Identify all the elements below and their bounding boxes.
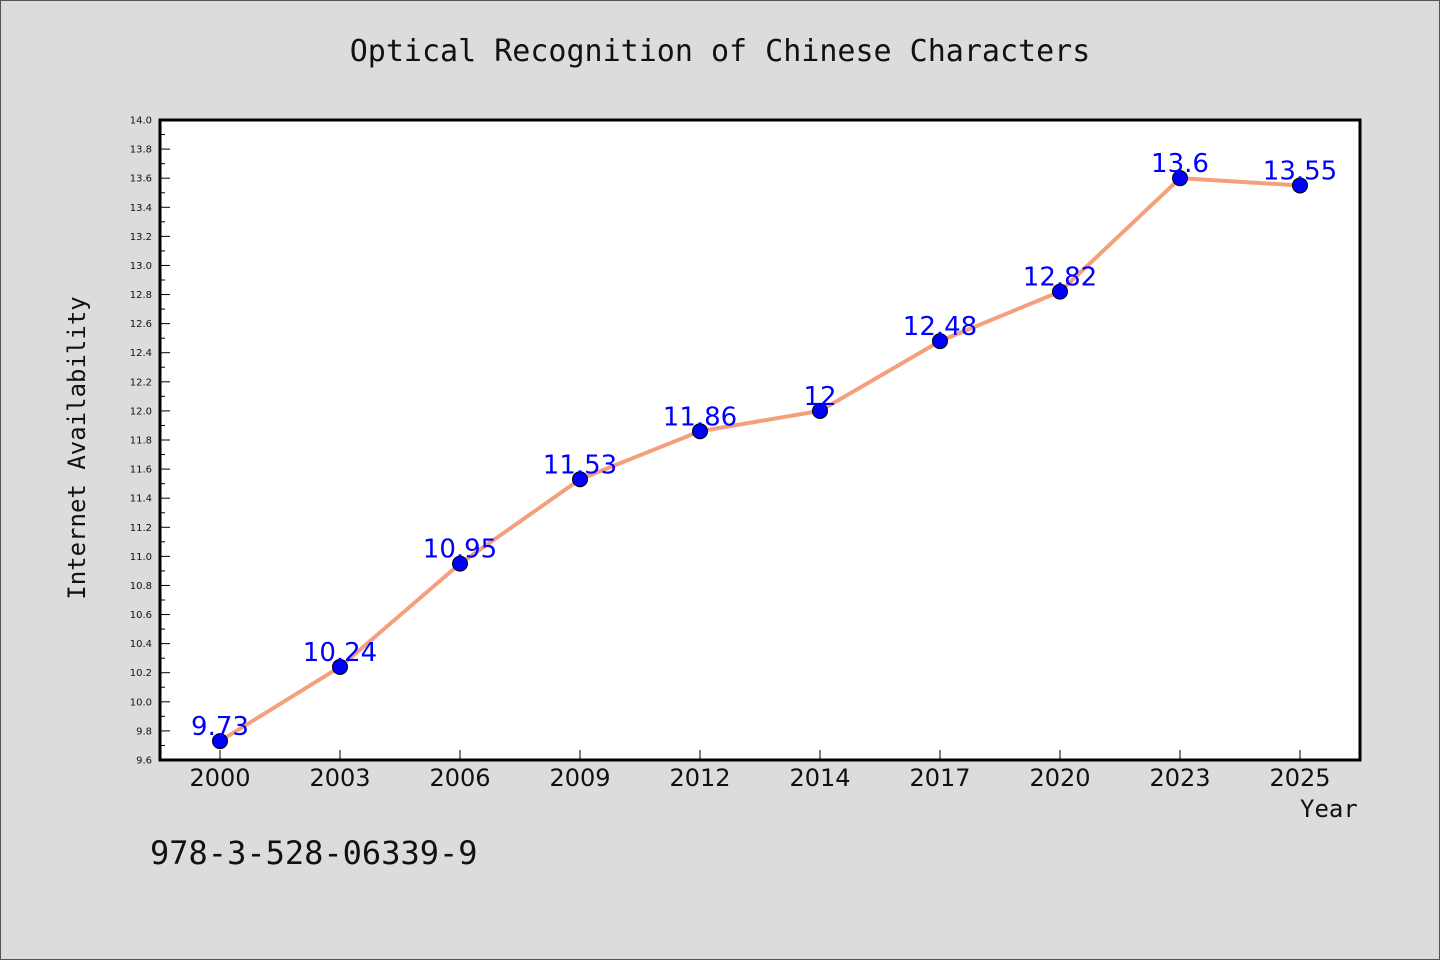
y-tick-label: 10.8 xyxy=(130,581,152,592)
y-tick-label: 12.8 xyxy=(130,290,152,301)
data-label: 13.6 xyxy=(1151,149,1209,179)
y-tick-label: 13.0 xyxy=(130,261,152,272)
data-label: 12.82 xyxy=(1023,263,1097,293)
y-tick-label: 9.6 xyxy=(136,756,152,767)
data-point xyxy=(1052,283,1068,300)
data-label: 11.86 xyxy=(663,402,737,432)
y-tick-label: 10.6 xyxy=(130,610,152,621)
data-point xyxy=(572,471,588,488)
x-axis: 2000 2003 2006 2009 2012 2014 2017 2020 2023 2025 xyxy=(189,750,1331,792)
chart-title: Optical Recognition of Chinese Character… xyxy=(349,34,1091,69)
x-tick-label: 2017 xyxy=(909,764,970,792)
data-label: 12.48 xyxy=(903,312,977,342)
y-tick-label: 10.0 xyxy=(130,697,152,708)
x-tick-label: 2006 xyxy=(429,764,490,792)
plot-border xyxy=(158,118,1362,762)
data-point xyxy=(932,333,948,350)
series-markers xyxy=(212,170,1308,750)
y-tick-label: 12.4 xyxy=(130,348,152,359)
data-point xyxy=(1292,177,1308,194)
y-tick-label: 13.2 xyxy=(130,232,152,243)
y-tick-label: 12.6 xyxy=(130,319,152,330)
y-tick-label: 11.6 xyxy=(130,465,152,476)
x-tick-label: 2012 xyxy=(669,764,730,792)
data-labels: 9.73 10.24 10.95 11.53 11.86 12 12.48 12.82 13.6… xyxy=(191,149,1337,742)
data-label: 12 xyxy=(803,382,836,412)
data-point xyxy=(332,658,348,675)
y-tick-label: 10.2 xyxy=(130,668,152,679)
x-tick-label: 2023 xyxy=(1149,764,1210,792)
data-label: 13.55 xyxy=(1263,156,1337,186)
x-tick-label: 2020 xyxy=(1029,764,1090,792)
x-tick-label: 2009 xyxy=(549,764,610,792)
y-tick-label: 11.8 xyxy=(130,436,152,447)
data-point xyxy=(692,423,708,440)
y-tick-label: 14.0 xyxy=(130,116,152,127)
data-point xyxy=(212,733,228,750)
plot-area xyxy=(160,120,1360,760)
data-label: 10.24 xyxy=(303,638,377,668)
data-label: 9.73 xyxy=(191,712,249,742)
x-tick-label: 2000 xyxy=(189,764,250,792)
data-point xyxy=(1172,170,1188,187)
data-label: 11.53 xyxy=(543,450,617,480)
y-tick-label: 12.0 xyxy=(130,406,152,417)
y-tick-label: 10.4 xyxy=(130,639,152,650)
y-tick-label: 9.8 xyxy=(136,726,152,737)
data-label: 10.95 xyxy=(423,535,497,565)
y-axis: 9.6 9.8 10.0 10.2 10.4 10.6 10.8 11.0 11.2 11.4 11… xyxy=(130,116,170,767)
x-tick-label: 2003 xyxy=(309,764,370,792)
y-tick-label: 13.4 xyxy=(130,203,152,214)
y-tick-label: 11.4 xyxy=(130,494,152,505)
data-point xyxy=(452,555,468,572)
x-axis-label: Year xyxy=(1300,795,1358,823)
x-tick-label: 2025 xyxy=(1269,764,1330,792)
isbn-text: 978-3-528-06339-9 xyxy=(150,834,478,872)
y-tick-label: 11.0 xyxy=(130,552,152,563)
series-line xyxy=(218,176,1301,743)
y-tick-label: 11.2 xyxy=(130,523,152,534)
data-point xyxy=(812,402,828,419)
y-tick-label: 13.8 xyxy=(130,145,152,156)
y-tick-label: 12.2 xyxy=(130,377,152,388)
y-tick-label: 13.6 xyxy=(130,174,152,185)
x-tick-label: 2014 xyxy=(789,764,850,792)
